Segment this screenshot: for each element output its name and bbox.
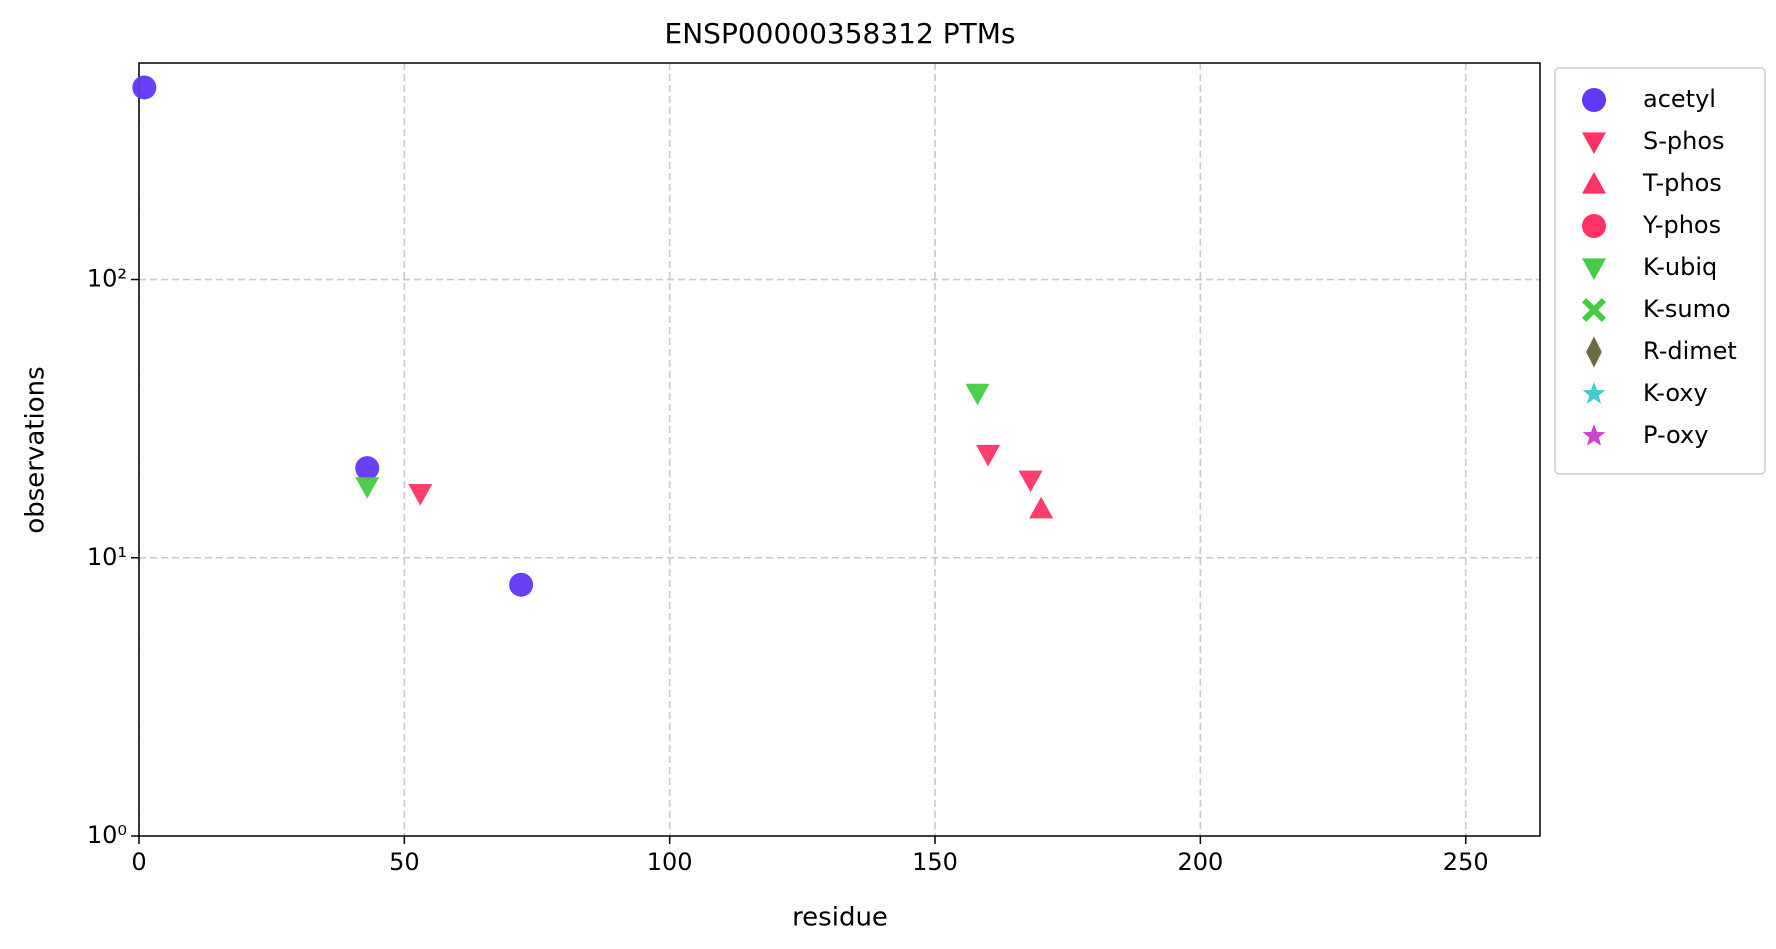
legend-marker: [1582, 88, 1606, 112]
point: [509, 572, 534, 597]
legend-label: T-phos: [1642, 169, 1722, 197]
legend-box: [1554, 67, 1766, 475]
point: [965, 383, 990, 406]
point: [355, 456, 380, 481]
legend-marker: [1582, 258, 1606, 280]
legend-marker: [1582, 214, 1606, 238]
legend-marker: [1582, 132, 1606, 154]
x-tick-label: 200: [1177, 848, 1223, 876]
legend-label: R-dimet: [1643, 337, 1737, 365]
legend-marker: [1582, 172, 1606, 194]
legend-label: S-phos: [1643, 127, 1725, 155]
legend-label: P-oxy: [1643, 421, 1708, 449]
legend-label: K-oxy: [1643, 379, 1708, 407]
legend-label: K-ubiq: [1643, 253, 1717, 281]
plot-frame: [138, 62, 1541, 837]
legend-label: acetyl: [1643, 85, 1716, 113]
x-tick-label: 0: [131, 848, 146, 876]
x-axis-label: residue: [792, 903, 888, 933]
x-tick-label: 100: [647, 848, 693, 876]
x-tick-label: 250: [1443, 848, 1489, 876]
point: [976, 444, 1001, 467]
point: [355, 477, 380, 499]
y-tick-label: 10²: [87, 265, 127, 293]
y-tick-label: 10¹: [87, 543, 127, 571]
x-tick-label: 150: [912, 848, 958, 876]
y-tick-label: 10⁰: [87, 821, 127, 849]
y-axis-label: observations: [21, 366, 51, 533]
legend-label: Y-phos: [1642, 211, 1721, 239]
legend-marker: [1586, 336, 1602, 368]
point: [408, 484, 433, 506]
point: [132, 75, 157, 100]
legend-label: K-sumo: [1643, 295, 1731, 323]
chart-title: ENSP00000358312 PTMs: [665, 17, 1016, 50]
point: [1018, 470, 1043, 493]
legend-marker: [1582, 298, 1606, 322]
x-tick-label: 50: [389, 848, 420, 876]
point: [1029, 496, 1054, 519]
legend-marker: [1582, 424, 1606, 446]
legend-marker: [1582, 382, 1606, 404]
